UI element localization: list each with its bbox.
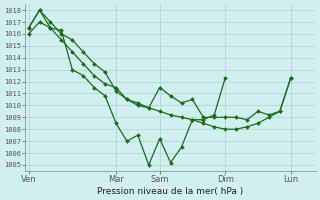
X-axis label: Pression niveau de la mer( hPa ): Pression niveau de la mer( hPa ): [98, 187, 244, 196]
